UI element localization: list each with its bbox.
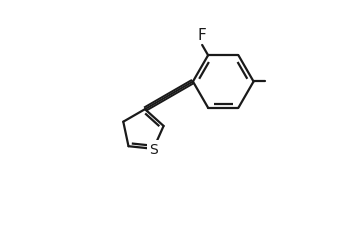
Text: F: F [198,28,206,43]
Text: S: S [149,142,158,156]
